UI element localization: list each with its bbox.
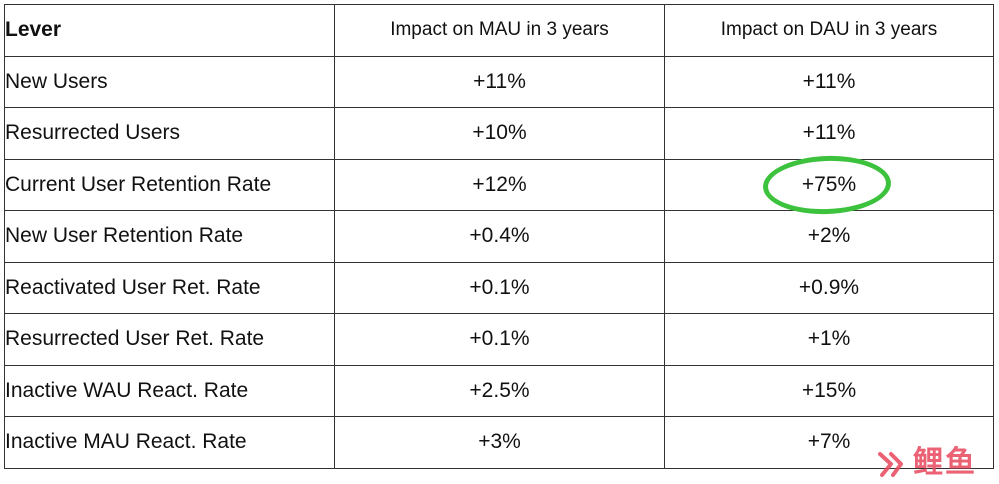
dau-value-cell: +0.9%: [664, 261, 994, 314]
mau-value-cell: +2.5%: [334, 364, 665, 417]
lever-name-cell: Reactivated User Ret. Rate: [4, 261, 335, 314]
lever-name-cell: Resurrected Users: [4, 107, 335, 160]
highlighted-dau-value: +75%: [801, 172, 857, 196]
lever-impact-table: Lever Impact on MAU in 3 years Impact on…: [4, 4, 994, 469]
mau-value-cell: +3%: [334, 416, 665, 469]
table-row: Resurrected Users +10% +11%: [4, 107, 994, 160]
lever-name-cell: New Users: [4, 55, 335, 108]
mau-value-cell: +0.1%: [334, 261, 665, 314]
table-row: Reactivated User Ret. Rate +0.1% +0.9%: [4, 261, 994, 314]
table-row: Inactive WAU React. Rate +2.5% +15%: [4, 364, 994, 417]
header-lever: Lever: [4, 4, 335, 57]
header-dau-impact: Impact on DAU in 3 years: [664, 4, 994, 57]
highlighted-value-wrapper: +75%: [762, 153, 892, 216]
mau-value-cell: +12%: [334, 158, 665, 211]
dau-value-cell: +15%: [664, 364, 994, 417]
table-row: Current User Retention Rate +12% +75%: [4, 153, 994, 216]
lever-name-cell: New User Retention Rate: [4, 210, 335, 263]
mau-value-cell: +0.4%: [334, 210, 665, 263]
lever-name-cell: Current User Retention Rate: [4, 158, 335, 211]
dau-value-cell: +2%: [664, 210, 994, 263]
mau-value-cell: +10%: [334, 107, 665, 160]
header-mau-impact: Impact on MAU in 3 years: [334, 4, 665, 57]
dau-value-cell-highlighted: +75%: [664, 153, 994, 216]
table-row: Resurrected User Ret. Rate +0.1% +1%: [4, 313, 994, 366]
lever-name-cell: Inactive MAU React. Rate: [4, 416, 335, 469]
lever-name-cell: Resurrected User Ret. Rate: [4, 313, 335, 366]
dau-value-cell: +11%: [664, 107, 994, 160]
mau-value-cell: +0.1%: [334, 313, 665, 366]
watermark: 鲤鱼: [877, 448, 977, 478]
dau-value-cell: +11%: [664, 55, 994, 108]
table-row: New User Retention Rate +0.4% +2%: [4, 210, 994, 263]
mau-value-cell: +11%: [334, 55, 665, 108]
table-header-row: Lever Impact on MAU in 3 years Impact on…: [4, 4, 994, 57]
watermark-glyphs: 鲤鱼: [913, 445, 977, 480]
dau-value-cell: +7%: [664, 416, 994, 469]
lever-name-cell: Inactive WAU React. Rate: [4, 364, 335, 417]
table-row: Inactive MAU React. Rate +3% +7%: [4, 416, 994, 469]
fish-logo-icon: [878, 452, 903, 477]
table-row: New Users +11% +11%: [4, 55, 994, 108]
dau-value-cell: +1%: [664, 313, 994, 366]
